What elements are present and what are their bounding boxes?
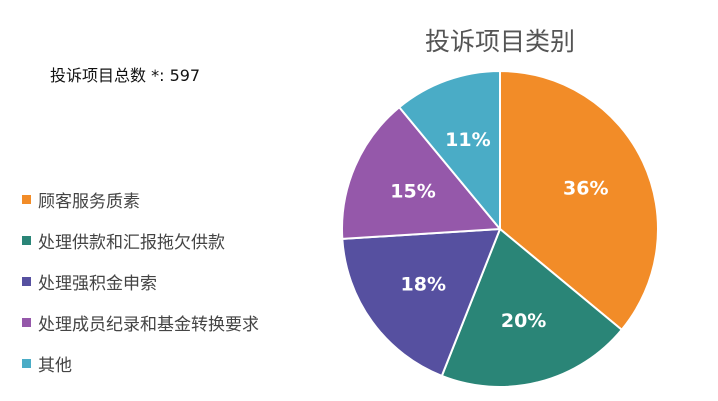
pie-slice-1 (440, 228, 623, 388)
slice-data-label-4: 11% (445, 129, 490, 151)
legend-swatch (22, 194, 31, 204)
legend-label: 处理强积金申索 (38, 273, 157, 294)
slice-data-label-3: 15% (390, 180, 435, 202)
legend-label: 处理成员纪录和基金转换要求 (38, 314, 259, 335)
legend-item-contributions: 处理供款和汇报拖欠供款 (22, 229, 259, 253)
legend-item-others: 其他 (22, 352, 259, 376)
slice-data-label-1: 20% (501, 310, 546, 332)
legend-label: 其他 (38, 355, 72, 376)
pie-slice-3 (340, 106, 501, 240)
legend-swatch (22, 317, 31, 327)
legend-label: 顾客服务质素 (38, 191, 140, 212)
chart-title: 投诉项目类别 (424, 27, 575, 56)
slice-data-label-2: 18% (401, 274, 446, 296)
legend-swatch (22, 276, 31, 286)
chart-legend: 顾客服务质素 处理供款和汇报拖欠供款 处理强积金申索 处理成员纪录和基金转换要求… (22, 188, 259, 393)
pie-slice-0 (499, 70, 659, 331)
legend-label: 处理供款和汇报拖欠供款 (38, 232, 225, 253)
total-complaints-label: 投诉项目总数 *: 597 (50, 66, 201, 85)
legend-item-customer-service: 顾客服务质素 (22, 188, 259, 212)
pie-slice-2 (341, 228, 501, 377)
legend-swatch (22, 358, 31, 368)
legend-swatch (22, 235, 31, 245)
pie-slice-4 (398, 70, 501, 230)
slice-data-label-0: 36% (563, 178, 608, 200)
legend-item-claims: 处理强积金申索 (22, 270, 259, 294)
legend-item-member-records: 处理成员纪录和基金转换要求 (22, 311, 259, 335)
